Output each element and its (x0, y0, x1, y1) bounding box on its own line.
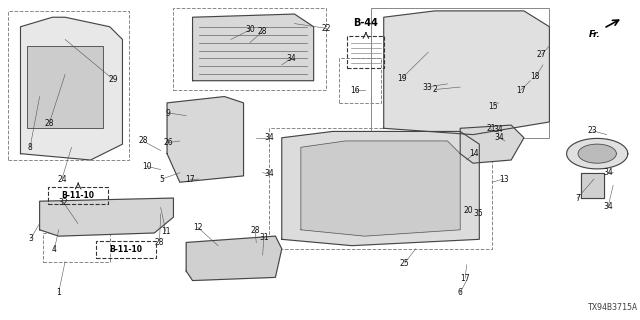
Text: 26: 26 (164, 138, 173, 147)
Bar (43, 233, 109, 261)
Text: 17: 17 (516, 86, 525, 95)
Bar (27, 46, 103, 128)
Text: B-44: B-44 (353, 18, 378, 28)
Text: 19: 19 (397, 74, 406, 83)
Polygon shape (167, 97, 244, 182)
Bar (48, 187, 108, 204)
Text: 3: 3 (28, 234, 33, 243)
Text: B-11-10: B-11-10 (109, 245, 143, 254)
Text: 32: 32 (58, 198, 68, 207)
Text: 25: 25 (400, 259, 410, 268)
Bar (269, 128, 492, 249)
Text: 12: 12 (193, 223, 202, 232)
Text: 11: 11 (161, 227, 170, 236)
Text: 10: 10 (142, 162, 152, 171)
Text: 1: 1 (56, 288, 61, 297)
Text: 34: 34 (264, 170, 274, 179)
Polygon shape (186, 236, 282, 281)
Text: 31: 31 (259, 233, 269, 242)
Text: 16: 16 (350, 86, 360, 95)
Bar (371, 8, 549, 138)
Polygon shape (581, 173, 604, 198)
Text: 28: 28 (258, 27, 268, 36)
Bar (8, 11, 129, 160)
Text: 22: 22 (322, 24, 331, 33)
Text: 28: 28 (138, 136, 148, 146)
Polygon shape (40, 198, 173, 236)
Text: 17: 17 (185, 175, 195, 184)
Text: 13: 13 (499, 174, 508, 184)
Text: 30: 30 (245, 25, 255, 35)
Polygon shape (193, 14, 314, 81)
Text: 15: 15 (488, 101, 498, 111)
Polygon shape (282, 132, 479, 246)
Text: 24: 24 (57, 174, 67, 184)
Text: 23: 23 (588, 126, 598, 135)
Text: 29: 29 (108, 75, 118, 84)
Text: 33: 33 (422, 83, 432, 92)
Text: 17: 17 (460, 274, 470, 283)
Polygon shape (20, 17, 122, 160)
Text: 34: 34 (264, 133, 274, 142)
Text: 34: 34 (287, 54, 296, 63)
Text: B-11-10: B-11-10 (61, 191, 95, 200)
Text: 34: 34 (603, 168, 613, 177)
Polygon shape (578, 144, 616, 163)
Bar (173, 8, 326, 90)
Text: Fr.: Fr. (589, 30, 600, 39)
Text: 9: 9 (166, 108, 171, 117)
Text: 5: 5 (159, 174, 164, 184)
Text: 28: 28 (155, 238, 164, 247)
Text: 6: 6 (458, 288, 463, 297)
Text: 28: 28 (44, 119, 54, 128)
Text: 4: 4 (52, 245, 57, 254)
Polygon shape (301, 141, 460, 236)
Text: 7: 7 (575, 194, 580, 203)
Bar (348, 36, 385, 68)
Text: 21: 21 (486, 124, 495, 133)
Text: 20: 20 (463, 206, 473, 215)
Text: 28: 28 (250, 226, 260, 235)
Polygon shape (384, 11, 549, 135)
Text: 8: 8 (28, 143, 33, 152)
Polygon shape (566, 139, 628, 169)
Text: 34: 34 (495, 133, 504, 142)
Bar (96, 241, 156, 258)
Text: 14: 14 (469, 149, 479, 158)
Text: 34: 34 (493, 125, 503, 134)
Text: TX94B3715A: TX94B3715A (588, 303, 637, 312)
Polygon shape (460, 125, 524, 163)
Bar (339, 59, 381, 103)
Text: 27: 27 (537, 50, 547, 59)
Text: 34: 34 (603, 203, 613, 212)
Text: 2: 2 (433, 85, 437, 94)
Text: 18: 18 (531, 72, 540, 81)
Text: 35: 35 (473, 209, 483, 219)
